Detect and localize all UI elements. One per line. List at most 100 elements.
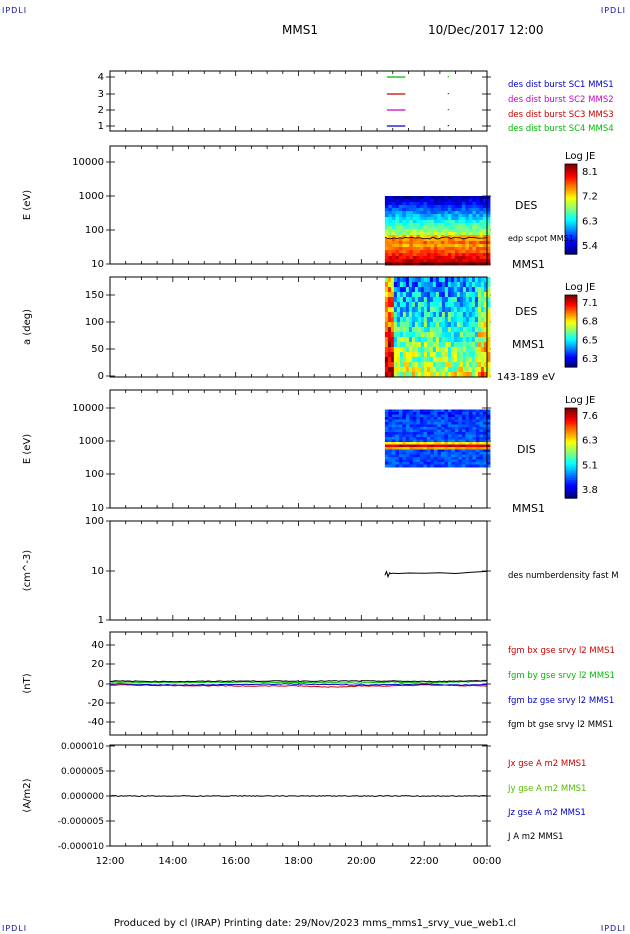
spectrogram-cell xyxy=(447,208,452,212)
spectrogram-cell xyxy=(483,327,488,333)
spectrogram-cell xyxy=(468,232,473,236)
spectrogram-cell xyxy=(414,362,419,368)
spectrogram-cell xyxy=(440,442,445,445)
spectrogram-cell xyxy=(388,196,393,200)
spectrogram-cell xyxy=(461,459,466,463)
spectrogram-cell xyxy=(461,226,466,230)
spectrogram-cell xyxy=(454,409,459,413)
spectrogram-cell xyxy=(451,208,456,212)
spectrogram-cell xyxy=(390,312,395,318)
spectrogram-cell xyxy=(405,307,410,313)
spectrogram-cell xyxy=(429,372,434,378)
spectrogram-cell xyxy=(423,424,428,428)
spectrogram-cell xyxy=(435,327,440,333)
spectrogram-cell xyxy=(472,459,477,463)
colorbar-step xyxy=(565,313,577,316)
spectrogram-cell xyxy=(447,432,452,435)
spectrogram-cell xyxy=(468,447,473,450)
spectrogram-cell xyxy=(440,409,445,413)
spectrogram-cell xyxy=(447,244,452,248)
spectrogram-cell xyxy=(468,424,473,428)
spectrogram-cell xyxy=(429,352,434,358)
spectrogram-cell xyxy=(479,211,484,215)
spectrogram-cell xyxy=(458,424,463,428)
colorbar-step xyxy=(565,242,577,246)
spectrogram-cell xyxy=(472,226,477,230)
colorbar-step xyxy=(565,218,577,221)
spectrogram-cell xyxy=(409,457,414,460)
spectrogram-cell xyxy=(482,459,487,463)
spectrogram-cell xyxy=(398,253,403,257)
spectrogram-cell xyxy=(480,322,485,328)
spectrogram-cell xyxy=(454,256,459,260)
spectrogram-cell xyxy=(405,372,410,378)
spectrogram-cell xyxy=(419,412,424,415)
spectrogram-cell xyxy=(402,235,407,239)
spectrogram-cell xyxy=(391,417,396,420)
spectrogram-cell xyxy=(447,367,452,373)
spectrogram-cell xyxy=(486,317,491,323)
spectrogram-cell xyxy=(414,347,419,353)
spectrogram-cell xyxy=(477,307,482,313)
spectrogram-cell xyxy=(451,226,456,230)
spectrogram-cell xyxy=(414,367,419,373)
colorbar-step xyxy=(565,211,577,215)
spectrogram-cell xyxy=(468,312,473,318)
spectrogram-cell xyxy=(486,462,491,465)
spacecraft-title: MMS1 xyxy=(282,23,318,37)
spectrogram-cell xyxy=(388,459,393,463)
spectrogram-cell xyxy=(447,439,452,443)
spectrogram-cell xyxy=(426,442,431,445)
colorbar-step xyxy=(565,227,577,230)
spectrogram-cell xyxy=(465,434,470,438)
spectrogram-cell xyxy=(477,287,482,293)
spectrogram-cell xyxy=(402,250,407,254)
spectrogram-cell xyxy=(451,250,456,254)
spectrogram-cell xyxy=(398,247,403,251)
spectrogram-cell xyxy=(468,442,473,445)
spectrogram-cell xyxy=(416,196,421,200)
spectrogram-cell xyxy=(412,217,417,221)
spectrogram-cell xyxy=(395,414,400,418)
spectrogram-cell xyxy=(477,337,482,343)
spectrogram-cell xyxy=(437,259,442,263)
colorbar-step xyxy=(565,311,577,314)
spectrogram-cell xyxy=(479,427,484,430)
spectrogram-cell xyxy=(402,202,407,206)
spectrogram-cell xyxy=(419,454,424,458)
spectrogram-cell xyxy=(468,437,473,440)
spectrogram-cell xyxy=(450,317,455,323)
spectrogram-cell xyxy=(398,217,403,221)
spectrogram-cell xyxy=(447,372,452,378)
spectrogram-cell xyxy=(453,322,458,328)
spectrogram-cell xyxy=(387,347,392,353)
spectrogram-cell xyxy=(398,256,403,260)
spectrogram-cell xyxy=(474,352,479,358)
colorbar-step xyxy=(565,236,577,239)
spectrogram-cell xyxy=(423,452,428,455)
spectrogram-cell xyxy=(414,317,419,323)
spectrogram-cell xyxy=(482,422,487,425)
spectrogram-cell xyxy=(444,202,449,206)
spectrogram-cell xyxy=(393,312,398,318)
spectrogram-cell xyxy=(423,250,428,254)
date-title: 10/Dec/2017 12:00 xyxy=(428,23,544,37)
spectrogram-cell xyxy=(420,312,425,318)
spectrogram-cell xyxy=(468,217,473,221)
spectrogram-cell xyxy=(391,235,396,239)
colorbar-step xyxy=(565,295,577,298)
spectrogram-cell xyxy=(444,352,449,358)
spectrogram-cell xyxy=(453,342,458,348)
spectrogram-cell xyxy=(402,307,407,313)
spectrogram-cell xyxy=(437,447,442,450)
colorbar-step xyxy=(565,484,577,488)
spectrogram-cell xyxy=(420,337,425,343)
spectrogram-cell xyxy=(416,432,421,435)
spectrogram-cell xyxy=(430,439,435,443)
spectrogram-cell xyxy=(417,312,422,318)
spectrogram-cell xyxy=(444,247,449,251)
spectrogram-cell xyxy=(472,439,477,443)
spectrogram-cell xyxy=(402,342,407,348)
spectrogram-cell xyxy=(423,259,428,263)
spectrogram-cell xyxy=(409,464,414,468)
